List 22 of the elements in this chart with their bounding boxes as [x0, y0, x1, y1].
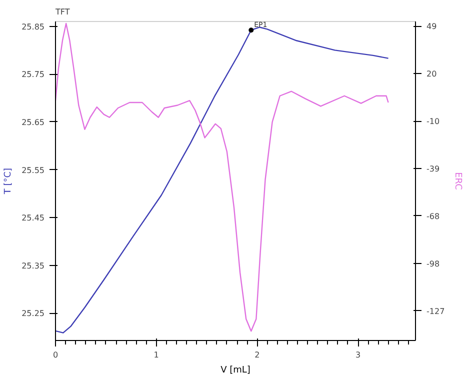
- y2-axis-title: ERC: [452, 172, 463, 190]
- x-axis-title: V [mL]: [220, 366, 250, 376]
- y-tick-label: 25.25: [22, 309, 45, 318]
- y-tick-label: 25.65: [22, 118, 45, 127]
- x-tick-label: 2: [254, 350, 260, 360]
- y-axis-title: T [°C]: [4, 168, 14, 196]
- y-tick-label: 25.35: [22, 261, 45, 270]
- x-tick-label: 1: [154, 350, 159, 360]
- x-tick-label: 0: [52, 350, 58, 360]
- y2-tick-label: -10: [426, 117, 440, 126]
- x-tick-label: 3: [355, 350, 361, 360]
- y2-tick-label: -98: [426, 259, 440, 268]
- y2-tick-label: -39: [426, 164, 440, 174]
- y2-tick-label: -127: [426, 306, 445, 316]
- y-tick-label: 25.75: [22, 70, 45, 80]
- y2-tick-label: 20: [426, 70, 437, 79]
- chart-title: TFT: [54, 8, 70, 16]
- y2-tick-label: -68: [426, 212, 440, 221]
- y-tick-label: 25.85: [22, 22, 45, 32]
- y-tick-label: 25.45: [22, 214, 45, 223]
- y2-tick-label: 49: [426, 22, 437, 32]
- y-tick-label: 25.55: [22, 166, 45, 175]
